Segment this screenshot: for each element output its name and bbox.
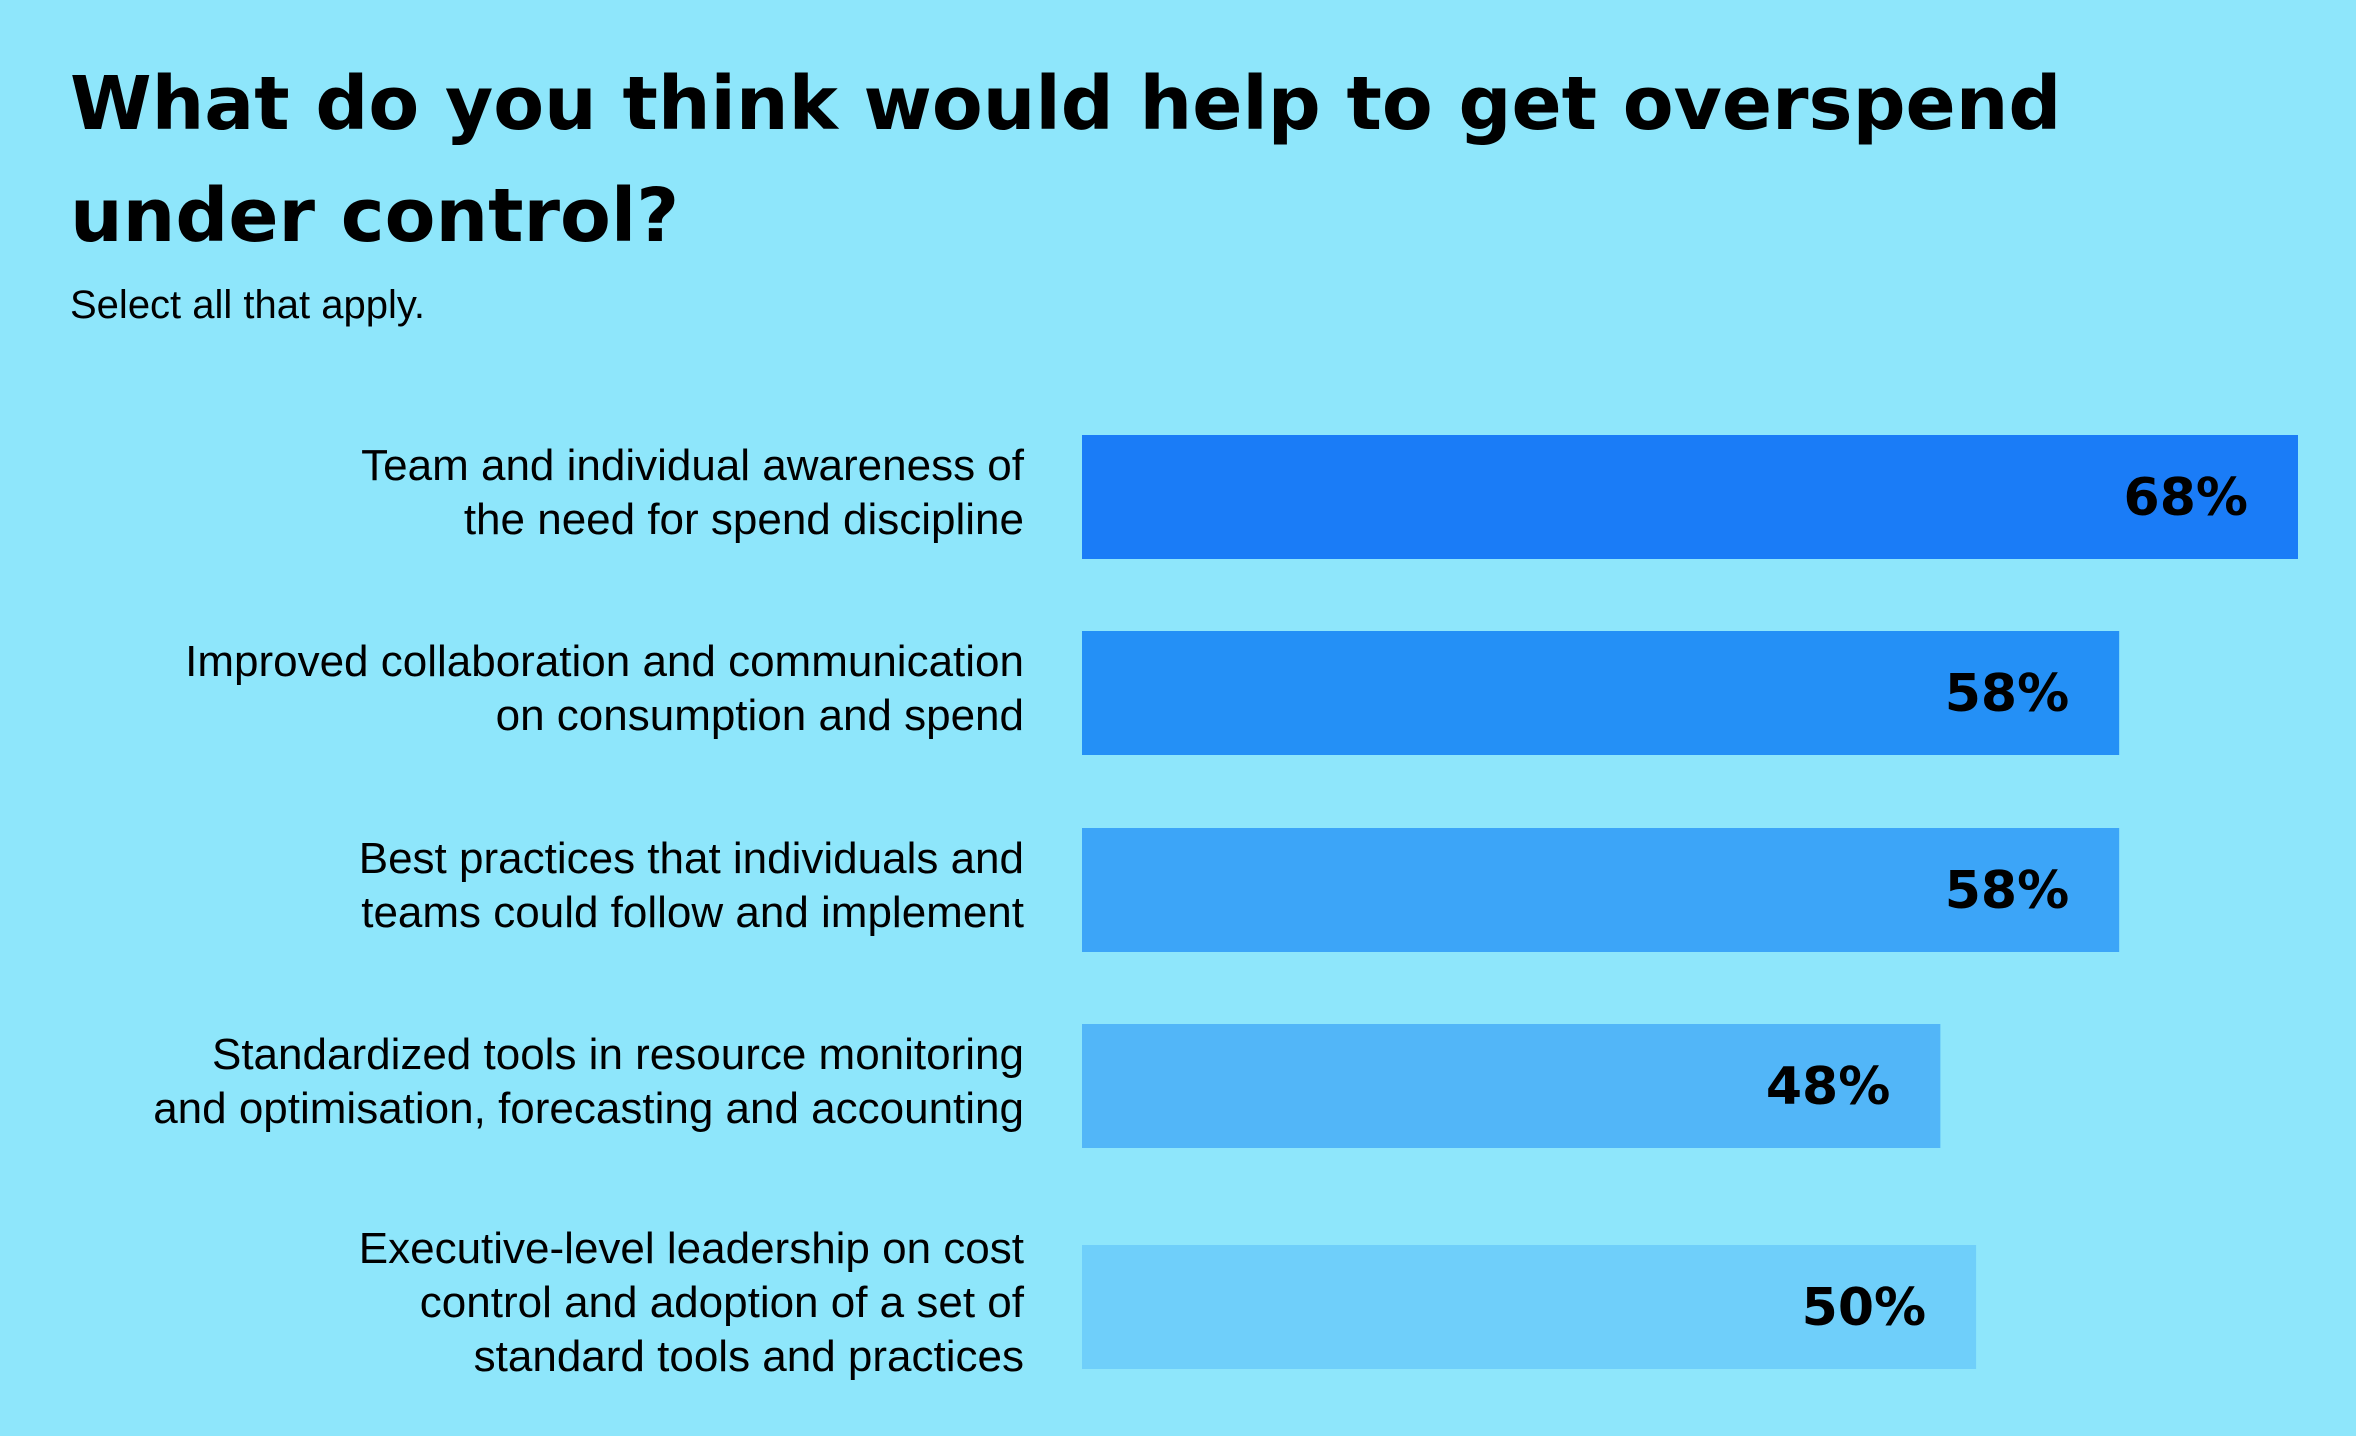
bar-value-label-2: 58%	[1945, 664, 2069, 724]
category-label-line: on consumption and spend	[495, 691, 1024, 740]
category-label-line: the need for spend discipline	[463, 495, 1024, 544]
category-label-line: and optimisation, forecasting and accoun…	[153, 1084, 1024, 1133]
category-label-3: Best practices that individuals and teams…	[24, 832, 1024, 940]
bar-4	[1082, 1024, 1941, 1148]
category-label-line: Standardized tools in resource monitorin…	[211, 1030, 1024, 1079]
category-label-line: Team and individual awareness of	[361, 441, 1024, 490]
chart-title: What do you think would help to get over…	[70, 61, 2062, 259]
chart-subtitle: Select all that apply.	[70, 283, 426, 327]
category-label-line: Best practices that individuals and	[358, 834, 1024, 883]
bar-value-label-3: 58%	[1945, 861, 2069, 921]
category-label-line: control and adoption of a set of	[419, 1278, 1024, 1327]
bar-1	[1082, 435, 2298, 559]
category-label-1: Team and individual awareness of the need…	[24, 439, 1024, 547]
bar-value-label-1: 68%	[2124, 468, 2248, 528]
bar-value-label-5: 50%	[1802, 1278, 1926, 1338]
category-label-4: Standardized tools in resource monitorin…	[24, 1028, 1024, 1136]
category-label-line: Executive-level leadership on cost	[358, 1224, 1024, 1273]
category-label-line: standard tools and practices	[473, 1332, 1024, 1381]
bar-2	[1082, 631, 2120, 755]
category-label-line: teams could follow and implement	[361, 888, 1024, 937]
category-label-2: Improved collaboration and communication…	[24, 635, 1024, 743]
bar-5	[1082, 1245, 1977, 1369]
bar-3	[1082, 828, 2120, 952]
category-label-5: Executive-level leadership on cost contro…	[24, 1222, 1024, 1384]
category-label-line: Improved collaboration and communication	[185, 637, 1024, 686]
bar-value-label-4: 48%	[1766, 1057, 1890, 1117]
